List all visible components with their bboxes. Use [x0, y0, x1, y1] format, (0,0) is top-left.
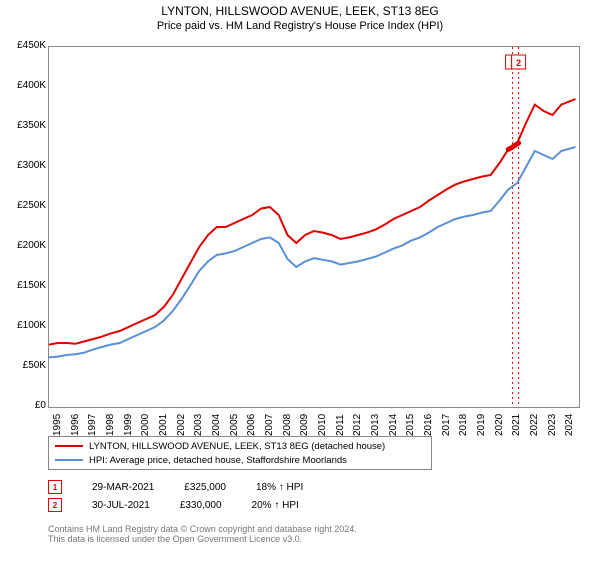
legend-swatch [55, 445, 83, 447]
table-row: 2 30-JUL-2021 £330,000 20% ↑ HPI [48, 496, 303, 514]
x-tick-label: 2020 [494, 414, 505, 436]
y-tick-label: £0 [2, 400, 46, 411]
x-tick-label: 1999 [123, 414, 134, 436]
y-tick-label: £50K [2, 360, 46, 371]
y-tick-label: £100K [2, 320, 46, 331]
x-tick-label: 1996 [70, 414, 81, 436]
marker-price: £330,000 [180, 500, 222, 511]
marker-date: 30-JUL-2021 [92, 500, 150, 511]
legend-label: HPI: Average price, detached house, Staf… [89, 455, 347, 466]
y-tick-label: £450K [2, 40, 46, 51]
marker-price: £325,000 [184, 482, 226, 493]
x-tick-label: 2016 [423, 414, 434, 436]
marker-date: 29-MAR-2021 [92, 482, 154, 493]
chart-container: { "title": "LYNTON, HILLSWOOD AVENUE, LE… [0, 4, 600, 564]
marker-number-box: 2 [48, 498, 62, 512]
x-tick-label: 2001 [158, 414, 169, 436]
table-row: 1 29-MAR-2021 £325,000 18% ↑ HPI [48, 478, 303, 496]
x-tick-label: 2007 [264, 414, 275, 436]
chart-title: LYNTON, HILLSWOOD AVENUE, LEEK, ST13 8EG [0, 4, 600, 18]
legend-row: LYNTON, HILLSWOOD AVENUE, LEEK, ST13 8EG… [55, 439, 425, 453]
x-tick-label: 2000 [140, 414, 151, 436]
x-tick-label: 1998 [105, 414, 116, 436]
legend: LYNTON, HILLSWOOD AVENUE, LEEK, ST13 8EG… [48, 436, 432, 470]
x-tick-label: 2008 [282, 414, 293, 436]
footer-line: This data is licensed under the Open Gov… [48, 534, 357, 544]
legend-label: LYNTON, HILLSWOOD AVENUE, LEEK, ST13 8EG… [89, 441, 385, 452]
chart-subtitle: Price paid vs. HM Land Registry's House … [0, 20, 600, 32]
x-tick-label: 2018 [458, 414, 469, 436]
x-tick-label: 1995 [52, 414, 63, 436]
x-tick-label: 2006 [246, 414, 257, 436]
x-tick-label: 1997 [87, 414, 98, 436]
y-tick-label: £350K [2, 120, 46, 131]
x-tick-label: 2013 [370, 414, 381, 436]
marker-delta: 18% ↑ HPI [256, 482, 303, 493]
x-tick-label: 2002 [176, 414, 187, 436]
x-tick-label: 2005 [229, 414, 240, 436]
x-tick-label: 2022 [529, 414, 540, 436]
x-tick-label: 2010 [317, 414, 328, 436]
footer-text: Contains HM Land Registry data © Crown c… [48, 524, 357, 544]
marker-table: 1 29-MAR-2021 £325,000 18% ↑ HPI 2 30-JU… [48, 478, 303, 514]
x-tick-label: 2017 [441, 414, 452, 436]
marker-delta: 20% ↑ HPI [252, 500, 299, 511]
y-tick-label: £400K [2, 80, 46, 91]
x-tick-label: 2024 [564, 414, 575, 436]
legend-row: HPI: Average price, detached house, Staf… [55, 453, 425, 467]
x-tick-label: 2012 [352, 414, 363, 436]
x-tick-label: 2009 [299, 414, 310, 436]
y-tick-label: £300K [2, 160, 46, 171]
x-tick-label: 2021 [511, 414, 522, 436]
marker-number-box: 1 [48, 480, 62, 494]
plot-svg: 12 [49, 47, 579, 407]
line-chart: 12 [48, 46, 580, 408]
x-tick-label: 2023 [547, 414, 558, 436]
x-tick-label: 2019 [476, 414, 487, 436]
x-tick-label: 2003 [193, 414, 204, 436]
svg-text:2: 2 [516, 58, 521, 68]
x-tick-label: 2004 [211, 414, 222, 436]
x-tick-label: 2015 [405, 414, 416, 436]
legend-swatch [55, 459, 83, 461]
x-tick-label: 2014 [388, 414, 399, 436]
y-tick-label: £150K [2, 280, 46, 291]
y-tick-label: £250K [2, 200, 46, 211]
y-tick-label: £200K [2, 240, 46, 251]
footer-line: Contains HM Land Registry data © Crown c… [48, 524, 357, 534]
x-tick-label: 2011 [335, 414, 346, 436]
